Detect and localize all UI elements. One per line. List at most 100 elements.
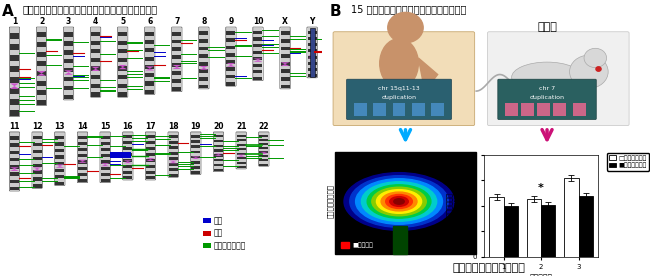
- Bar: [124, 136, 133, 138]
- Bar: [101, 151, 110, 154]
- Bar: [354, 104, 367, 116]
- Bar: [168, 163, 177, 166]
- Bar: [91, 88, 100, 92]
- Text: 6: 6: [147, 17, 152, 26]
- Bar: [146, 138, 155, 141]
- Bar: [91, 75, 100, 79]
- Bar: [254, 57, 263, 60]
- Bar: [237, 137, 246, 139]
- Legend: □野生型マウス, ■自閉症マウス: □野生型マウス, ■自閉症マウス: [607, 153, 649, 171]
- Bar: [191, 145, 200, 148]
- Bar: [259, 132, 268, 134]
- Bar: [110, 152, 131, 158]
- Bar: [254, 51, 263, 54]
- Bar: [91, 58, 100, 62]
- Bar: [78, 157, 87, 160]
- Bar: [214, 149, 223, 152]
- Bar: [55, 178, 64, 182]
- Ellipse shape: [350, 176, 448, 227]
- Bar: [146, 168, 155, 171]
- Bar: [191, 163, 200, 166]
- Text: 欠失: 欠失: [213, 229, 222, 238]
- Ellipse shape: [512, 62, 582, 92]
- Text: 4: 4: [93, 17, 98, 26]
- Bar: [237, 150, 246, 153]
- Bar: [145, 52, 154, 57]
- Bar: [145, 86, 154, 90]
- Bar: [259, 157, 268, 159]
- Bar: [214, 142, 223, 145]
- Bar: [200, 50, 209, 54]
- Text: 15 番染色体重複を再現したモデルマウス: 15 番染色体重複を再現したモデルマウス: [351, 4, 466, 14]
- Polygon shape: [259, 153, 268, 154]
- Bar: [172, 71, 181, 75]
- Polygon shape: [254, 60, 263, 62]
- Bar: [168, 138, 177, 141]
- Bar: [37, 28, 46, 32]
- Bar: [32, 174, 42, 177]
- Bar: [172, 55, 181, 59]
- Bar: [101, 160, 110, 163]
- Bar: [10, 77, 19, 83]
- Y-axis label: 脳内セロトニン
(ng/mg protein): 脳内セロトニン (ng/mg protein): [446, 179, 460, 232]
- Bar: [118, 84, 127, 88]
- Polygon shape: [91, 69, 100, 71]
- Bar: [55, 165, 64, 169]
- Bar: [168, 144, 177, 146]
- Polygon shape: [226, 65, 235, 67]
- Bar: [307, 68, 317, 71]
- Bar: [259, 137, 268, 139]
- Bar: [168, 152, 177, 155]
- Polygon shape: [78, 160, 87, 161]
- Bar: [259, 163, 268, 166]
- Bar: [237, 148, 246, 150]
- Bar: [254, 41, 263, 44]
- Bar: [10, 169, 19, 172]
- Bar: [146, 144, 155, 147]
- Bar: [37, 76, 46, 81]
- Text: 12: 12: [32, 122, 42, 131]
- Polygon shape: [10, 169, 19, 171]
- Polygon shape: [172, 67, 181, 69]
- Bar: [78, 179, 87, 182]
- Bar: [214, 161, 223, 164]
- Text: X: X: [282, 17, 288, 26]
- Bar: [168, 146, 177, 149]
- Bar: [101, 136, 110, 139]
- Bar: [145, 65, 154, 69]
- Bar: [254, 47, 263, 51]
- FancyBboxPatch shape: [346, 79, 452, 120]
- Bar: [226, 49, 235, 53]
- Bar: [259, 149, 268, 151]
- Bar: [10, 66, 19, 72]
- Polygon shape: [191, 158, 200, 159]
- Bar: [203, 231, 211, 236]
- Bar: [307, 28, 317, 31]
- Bar: [146, 153, 155, 156]
- Bar: [191, 151, 200, 153]
- Bar: [91, 92, 100, 97]
- Bar: [214, 145, 223, 147]
- Bar: [37, 81, 46, 86]
- Bar: [145, 44, 154, 48]
- Bar: [37, 95, 46, 100]
- Bar: [307, 52, 317, 55]
- Bar: [64, 95, 73, 99]
- Bar: [281, 35, 289, 39]
- Bar: [214, 152, 223, 154]
- Bar: [200, 39, 209, 43]
- FancyBboxPatch shape: [498, 79, 596, 120]
- Bar: [172, 43, 181, 47]
- Bar: [37, 66, 46, 71]
- Bar: [214, 169, 223, 171]
- Bar: [168, 160, 177, 163]
- Bar: [237, 164, 246, 166]
- Bar: [64, 90, 73, 95]
- Bar: [64, 81, 73, 86]
- Bar: [191, 143, 200, 145]
- Bar: [578, 196, 593, 257]
- Bar: [124, 171, 133, 174]
- Bar: [191, 132, 200, 135]
- Bar: [146, 176, 155, 179]
- Text: セロトニン合成量: セロトニン合成量: [326, 184, 333, 219]
